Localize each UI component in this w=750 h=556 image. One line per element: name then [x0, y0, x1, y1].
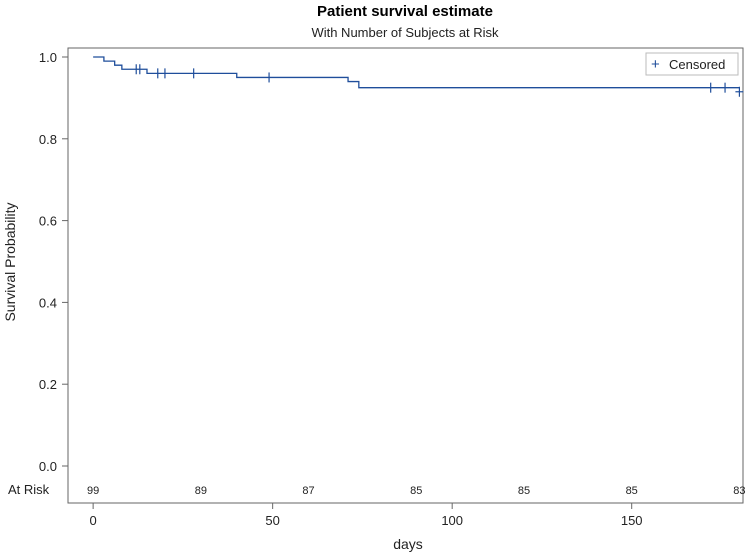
plot-frame — [67, 47, 744, 504]
x-tick-label-0: 0 — [90, 513, 97, 528]
at-risk-count-6: 83 — [733, 485, 745, 497]
y-axis: 0.0 0.2 0.4 0.6 0.8 1.0 — [39, 50, 68, 474]
x-axis-label: days — [393, 536, 423, 552]
x-tick-label-3: 150 — [621, 513, 643, 528]
legend-censor-symbol: + — [651, 56, 660, 73]
at-risk-count-2: 87 — [302, 485, 314, 497]
y-axis-label: Survival Probability — [2, 202, 18, 321]
y-tick-label-5: 1.0 — [39, 50, 57, 65]
y-tick-label-0: 0.0 — [39, 459, 57, 474]
at-risk-count-3: 85 — [410, 485, 422, 497]
chart-subtitle: With Number of Subjects at Risk — [311, 25, 499, 40]
legend-censored-label: Censored — [669, 57, 725, 72]
y-tick-label-4: 0.8 — [39, 132, 57, 147]
at-risk-table: At Risk 99 89 87 85 85 85 83 — [8, 482, 746, 497]
y-tick-label-1: 0.2 — [39, 377, 57, 392]
x-tick-label-1: 50 — [265, 513, 279, 528]
x-axis: 0 50 100 150 — [90, 503, 643, 528]
at-risk-count-4: 85 — [518, 485, 530, 497]
censored-mark-8 — [735, 86, 744, 97]
survival-curve — [93, 56, 740, 89]
at-risk-count-0: 99 — [87, 485, 99, 497]
survival-line-0 — [93, 56, 740, 89]
y-tick-label-3: 0.6 — [39, 214, 57, 229]
at-risk-count-5: 85 — [626, 485, 638, 497]
chart-title: Patient survival estimate — [317, 3, 493, 20]
censored-marks — [135, 64, 744, 97]
legend: + Censored — [645, 52, 739, 76]
x-tick-label-2: 100 — [441, 513, 463, 528]
at-risk-header: At Risk — [8, 482, 50, 497]
at-risk-count-1: 89 — [195, 485, 207, 497]
y-tick-label-2: 0.4 — [39, 295, 57, 310]
legend-box — [645, 52, 739, 76]
